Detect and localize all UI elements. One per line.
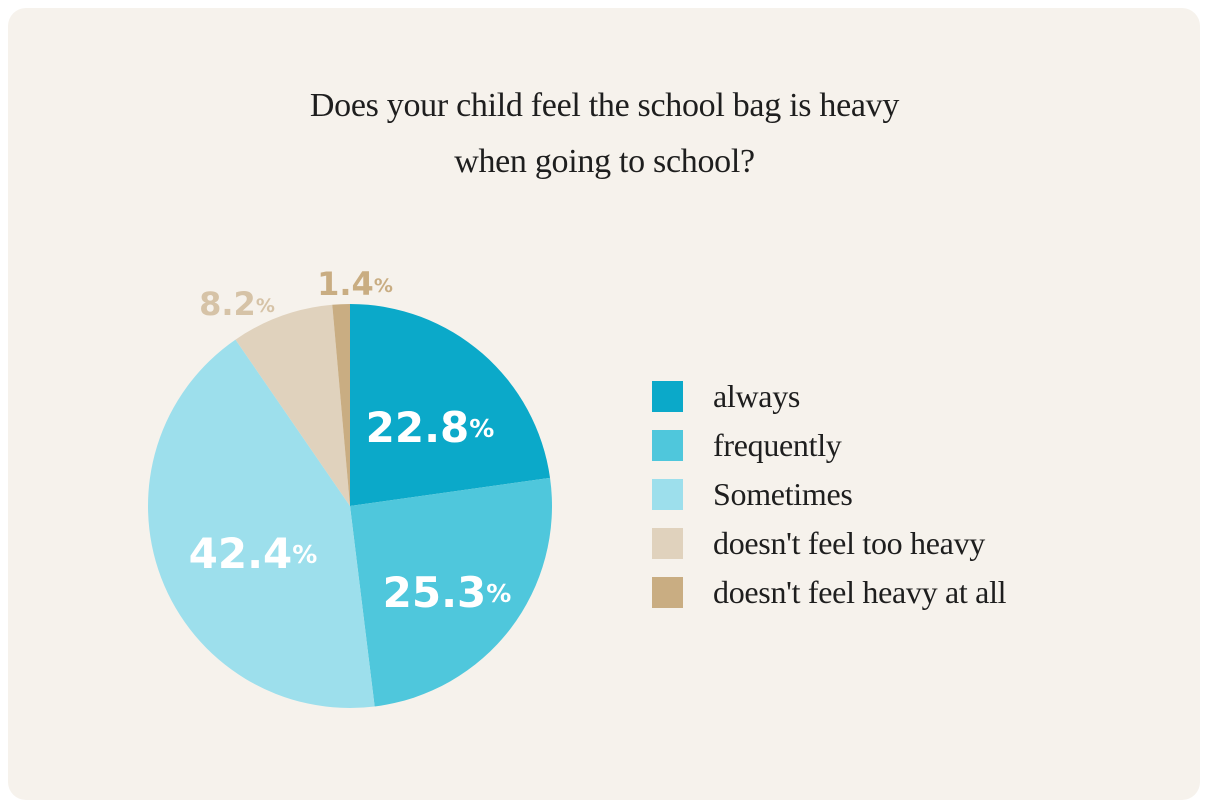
chart-title-line-2: when going to school? — [454, 143, 755, 180]
legend-swatch-1 — [652, 430, 683, 461]
legend-item-3: doesn't feel too heavy — [652, 519, 1006, 568]
slice-value-label-3: 8.2% — [199, 285, 275, 323]
chart-title-line-1: Does your child feel the school bag is h… — [309, 87, 900, 124]
legend-swatch-4 — [652, 577, 683, 608]
pie-slice-1 — [350, 477, 552, 707]
legend-label-0: always — [713, 378, 801, 414]
slice-value-label-4: 1.4% — [317, 265, 393, 303]
chart-legend: always frequently Sometimes doesn't feel to… — [652, 372, 1007, 617]
slice-value-label-1: 25.3% — [383, 568, 512, 617]
legend-swatch-2 — [652, 479, 683, 510]
legend-item-1: frequently — [652, 421, 1006, 470]
pie-slice-2 — [148, 339, 375, 709]
legend-item-0: always — [652, 372, 1006, 421]
legend-label-4: doesn't feel heavy at all — [713, 574, 1007, 610]
legend-label-1: frequently — [713, 427, 842, 463]
legend-item-4: doesn't feel heavy at all — [652, 568, 1007, 617]
slice-value-label-0: 22.8% — [366, 403, 495, 452]
pie-slice-4 — [332, 304, 350, 506]
chart-title: Does your child feel the school bag is h… — [0, 78, 1209, 190]
pie-slice-0 — [350, 304, 551, 506]
slice-value-label-2: 42.4% — [189, 529, 318, 578]
legend-label-2: Sometimes — [713, 476, 853, 512]
legend-swatch-3 — [652, 528, 683, 559]
pie-slice-3 — [235, 304, 350, 506]
legend-swatch-0 — [652, 381, 683, 412]
legend-item-2: Sometimes — [652, 470, 1006, 519]
legend-label-3: doesn't feel too heavy — [713, 525, 985, 561]
